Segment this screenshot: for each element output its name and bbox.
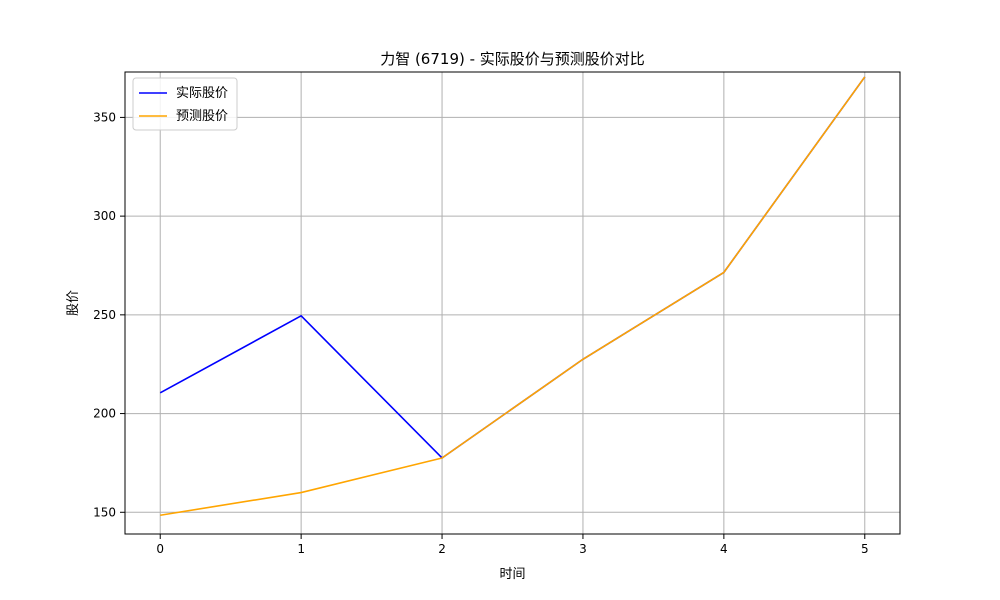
y-tick-label: 350 xyxy=(93,110,116,124)
x-tick-label: 5 xyxy=(861,542,869,556)
plot-area-frame xyxy=(124,71,901,535)
legend-label-1: 预测股价 xyxy=(176,109,228,124)
y-axis-title: 股价 xyxy=(66,290,81,316)
series-lines xyxy=(159,76,866,517)
x-tick-label: 1 xyxy=(297,542,305,556)
axis-ticks: 0 1 2 3 4 5 150 200 250 300 350 xyxy=(93,110,868,556)
series-line-1 xyxy=(160,76,866,517)
x-axis-title: 时间 xyxy=(499,567,525,582)
x-tick-label: 4 xyxy=(720,542,728,556)
chart-title: 力智 (6719) - 实际股价与预测股价对比 xyxy=(380,50,645,68)
x-tick-label: 0 xyxy=(156,542,164,556)
y-tick-label: 200 xyxy=(93,407,116,421)
legend-box xyxy=(132,77,238,131)
legend-label-0: 实际股价 xyxy=(176,86,228,101)
grid-lines xyxy=(125,72,900,534)
x-tick-label: 2 xyxy=(438,542,446,556)
y-tick-label: 250 xyxy=(93,308,116,322)
y-tick-label: 150 xyxy=(93,505,116,519)
y-tick-label: 300 xyxy=(93,209,116,223)
x-tick-label: 3 xyxy=(579,542,587,556)
